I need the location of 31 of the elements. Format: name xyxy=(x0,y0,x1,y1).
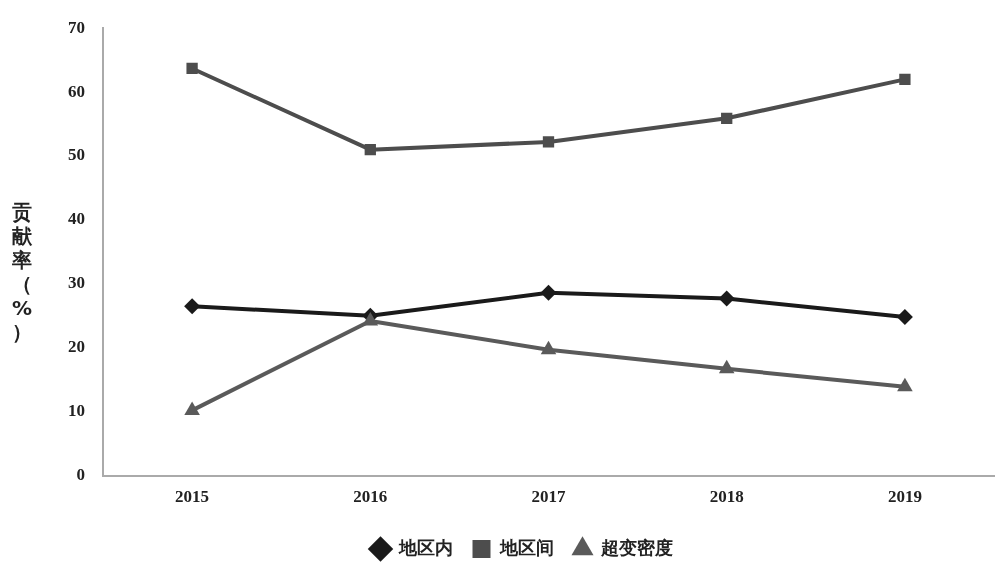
legend-label: 超变密度 xyxy=(599,536,673,558)
point xyxy=(540,284,557,301)
point xyxy=(896,309,913,326)
x-tick-label: 2017 xyxy=(531,487,566,507)
point xyxy=(184,401,200,415)
point xyxy=(718,359,735,374)
point xyxy=(542,136,555,148)
y-tick-label: 30 xyxy=(68,273,85,293)
x-tick-label: 2016 xyxy=(353,487,388,507)
legend-label: 地区间 xyxy=(498,536,554,558)
legend-label: 地区内 xyxy=(397,536,453,558)
y-tick-label: 10 xyxy=(68,401,85,421)
point xyxy=(364,143,376,156)
point xyxy=(897,377,913,392)
y-tick-label: 50 xyxy=(68,145,85,165)
x-tick-label: 2015 xyxy=(175,487,210,507)
x-tick-label: 2018 xyxy=(709,487,744,507)
x-tick-label: 2019 xyxy=(887,487,922,507)
y-tick-label: 20 xyxy=(68,337,85,357)
point xyxy=(540,340,557,355)
point xyxy=(899,73,911,85)
point xyxy=(186,62,198,75)
y-tick-label: 40 xyxy=(68,209,85,229)
y-tick-label: 60 xyxy=(68,81,85,101)
y-tick-label: 70 xyxy=(68,17,85,37)
point xyxy=(362,311,379,326)
point xyxy=(721,112,733,124)
point xyxy=(184,298,201,315)
point xyxy=(718,290,735,307)
y-tick-label: 0 xyxy=(76,464,85,484)
y-axis-title: 贡献率（%） xyxy=(10,200,33,344)
